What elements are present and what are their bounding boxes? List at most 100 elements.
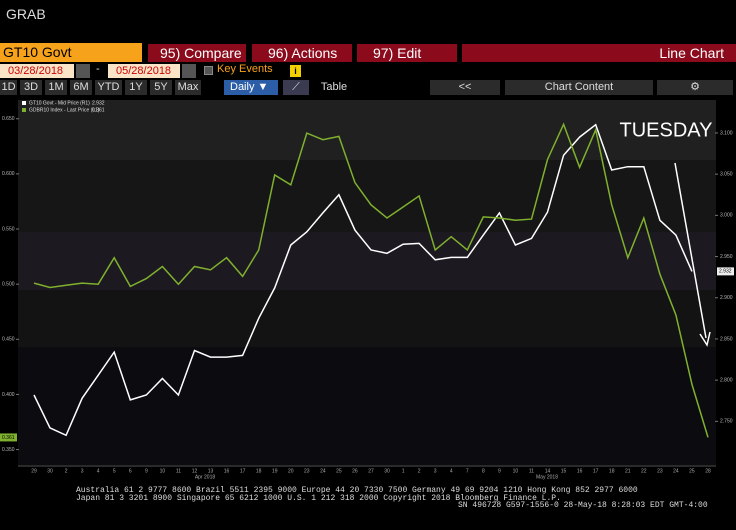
x-tick-label: 10 [160,468,166,474]
x-tick-label: 30 [47,468,53,474]
x-tick-label: 1 [402,468,405,474]
x-tick-label: 8 [482,468,485,474]
x-tick-label: 17 [593,468,599,474]
x-tick-label: 13 [208,468,214,474]
chart-icon[interactable]: ⟋ [283,80,309,95]
x-tick-label: 24 [673,468,679,474]
x-tick-label: 16 [224,468,230,474]
x-tick-label: 26 [352,468,358,474]
x-tick-label: 23 [657,468,663,474]
x-tick-label: 19 [272,468,278,474]
security-field[interactable]: GT10 Govt [0,43,142,62]
y2-tick-label: 2.800 [720,377,733,383]
x-tick-label: 20 [288,468,294,474]
period-button[interactable]: 1D [0,80,17,95]
annotation-arrow [674,162,707,339]
background-band [18,232,716,290]
start-date[interactable]: 03/28/2018 [0,64,74,78]
end-date[interactable]: 05/28/2018 [108,64,180,78]
x-tick-label: 30 [384,468,390,474]
y-tick-label: 0.450 [2,337,15,343]
x-tick-label: 25 [336,468,342,474]
x-tick-label: 10 [513,468,519,474]
settings-button[interactable]: ⚙ [657,80,733,95]
y2-tick-label: 2.750 [720,419,733,425]
y-tick-label: 0.600 [2,171,15,177]
y-tick-label: 0.350 [2,447,15,453]
view-button[interactable]: Line Chart [462,44,736,62]
y-tick-label: 0.550 [2,226,15,232]
annotation-arrowhead [699,331,711,347]
y2-tick-label: 3.100 [720,130,733,136]
background-band [18,347,716,465]
annotation: TUESDAY [620,119,713,141]
period-button[interactable]: YTD [95,80,122,95]
edit-button[interactable]: 97) Edit [357,44,457,62]
actions-button[interactable]: 96) Actions [252,44,352,62]
month-label: Apr 2018 [195,474,216,480]
x-tick-label: 3 [434,468,437,474]
table-button[interactable]: Table [312,80,356,95]
checkbox[interactable] [204,66,213,75]
x-tick-label: 2 [418,468,421,474]
legend-swatch [22,108,26,112]
last-value-label: 2.932 [719,269,732,275]
background-band [18,290,716,347]
x-tick-label: 9 [498,468,501,474]
series-line [33,123,693,437]
background-band [18,160,716,232]
x-tick-label: 11 [176,468,181,474]
legend-label: GT10 Govt - Mid Price (R1) [29,100,90,106]
y2-tick-label: 2.850 [720,336,733,342]
footer-line: Japan 81 3 3201 8900 Singapore 65 6212 1… [76,494,561,503]
chart-content-button[interactable]: Chart Content [505,80,653,95]
background-band [18,100,716,160]
y2-tick-label: 3.000 [720,213,733,219]
x-tick-label: 5 [113,468,116,474]
window-title: GRAB [6,6,46,22]
x-tick-label: 21 [625,468,631,474]
x-tick-label: 9 [145,468,148,474]
x-tick-label: 24 [320,468,326,474]
period-button[interactable]: 6M [70,80,92,95]
x-tick-label: 22 [641,468,647,474]
last-value-box [0,433,17,442]
x-tick-label: 17 [240,468,246,474]
x-tick-label: 23 [304,468,310,474]
frequency-label: Daily [230,81,255,93]
x-tick-label: 7 [466,468,469,474]
x-tick-label: 12 [192,468,198,474]
compare-button[interactable]: 95) Compare [148,44,246,62]
x-tick-label: 4 [450,468,453,474]
period-button[interactable]: Max [175,80,201,95]
y-tick-label: 0.500 [2,281,15,287]
period-button[interactable]: 3D [20,80,42,95]
period-button[interactable]: 1Y [125,80,147,95]
last-value-box [717,267,734,276]
x-tick-label: 16 [577,468,583,474]
back-button[interactable]: << [430,80,500,95]
x-tick-label: 28 [705,468,711,474]
y2-tick-label: 2.900 [720,295,733,301]
x-tick-label: 14 [545,468,551,474]
legend-label: GDBR10 Index - Last Price (L1) [29,107,100,113]
period-button[interactable]: 5Y [150,80,172,95]
series-line [33,122,709,438]
frequency-dropdown[interactable]: Daily ▼ [224,80,278,95]
date-separator: - [96,63,100,75]
y-tick-label: 0.400 [2,392,15,398]
background-bands [18,100,716,465]
period-button[interactable]: 1M [45,80,67,95]
info-icon[interactable]: i [290,65,301,77]
footer-line: SN 496728 G597-1556-0 28-May-18 8:28:03 … [458,501,708,510]
x-tick-label: 18 [609,468,615,474]
footer-line: Australia 61 2 9777 8600 Brazil 5511 239… [76,486,638,495]
last-value-label: 0.361 [2,435,15,441]
x-tick-label: 3 [81,468,84,474]
x-tick-label: 18 [256,468,262,474]
calendar-icon[interactable] [76,64,90,78]
month-label: May 2018 [536,474,558,480]
calendar-icon[interactable] [182,64,196,78]
x-tick-label: 25 [689,468,695,474]
